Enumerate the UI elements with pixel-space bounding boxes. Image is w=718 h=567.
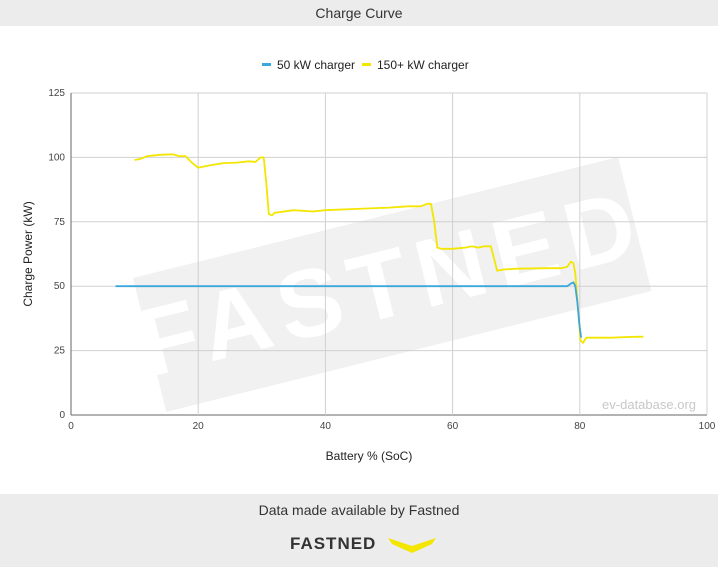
legend-label[interactable]: 50 kW charger — [277, 58, 355, 72]
legend: 50 kW charger 150+ kW charger — [262, 58, 469, 72]
chart-area: FASTNED ev-database.org 0 25 50 75 100 125 0 20 4… — [0, 26, 718, 494]
x-tick-label: 80 — [574, 421, 586, 432]
y-tick-label: 75 — [54, 217, 66, 228]
series-line — [134, 153, 644, 344]
footer: Data made available by Fastned FASTNED — [0, 494, 718, 567]
watermark-site: ev-database.org — [602, 397, 696, 412]
y-axis-label: Charge Power (kW) — [21, 201, 35, 306]
y-tick-label: 0 — [59, 410, 65, 421]
series-lines — [115, 153, 644, 344]
chart-title: Charge Curve — [315, 5, 403, 21]
x-tick-label: 0 — [68, 421, 74, 432]
watermark-plate — [132, 157, 652, 412]
legend-swatch — [362, 63, 371, 66]
x-tick-label: 20 — [193, 421, 205, 432]
y-tick-label: 100 — [48, 152, 65, 163]
grid — [70, 92, 708, 416]
y-tick-label: 50 — [54, 281, 66, 292]
chart-title-bar: Charge Curve — [0, 0, 718, 26]
fastned-brand[interactable]: FASTNED — [290, 534, 450, 558]
x-tick-label: 100 — [699, 421, 716, 432]
x-axis-label: Battery % (SoC) — [326, 449, 413, 463]
series-line — [115, 281, 582, 338]
legend-label[interactable]: 150+ kW charger — [377, 58, 469, 72]
footer-note: Data made available by Fastned — [258, 502, 460, 518]
fastned-chevron-icon — [388, 538, 436, 553]
y-tick-label: 125 — [48, 88, 65, 99]
y-tick-label: 25 — [54, 346, 66, 357]
x-tick-label: 40 — [320, 421, 332, 432]
fastned-logo-text: FASTNED — [290, 534, 377, 553]
legend-swatch — [262, 63, 271, 66]
x-tick-label: 60 — [447, 421, 459, 432]
axes: 0 25 50 75 100 125 0 20 40 60 80 100 Battery % (SoC)… — [21, 88, 716, 463]
